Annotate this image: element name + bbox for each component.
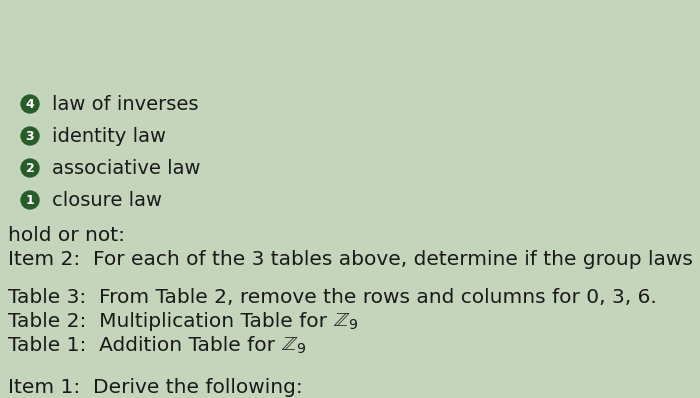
Text: Table 1:  Addition Table for: Table 1: Addition Table for: [8, 336, 281, 355]
Text: identity law: identity law: [52, 127, 166, 146]
Text: 2: 2: [26, 162, 34, 174]
Text: Table 2:  Multiplication Table for: Table 2: Multiplication Table for: [8, 312, 333, 331]
Text: 3: 3: [26, 129, 34, 142]
Text: Item 2:  For each of the 3 tables above, determine if the group laws: Item 2: For each of the 3 tables above, …: [8, 250, 693, 269]
Text: 4: 4: [26, 98, 34, 111]
Text: $\mathbb{Z}_{9}$: $\mathbb{Z}_{9}$: [333, 312, 358, 332]
Text: hold or not:: hold or not:: [8, 226, 125, 245]
Text: Item 1:  Derive the following:: Item 1: Derive the following:: [8, 378, 302, 397]
Text: associative law: associative law: [52, 158, 200, 178]
Text: 1: 1: [26, 193, 34, 207]
Text: closure law: closure law: [52, 191, 162, 209]
Text: law of inverses: law of inverses: [52, 94, 199, 113]
Text: Table 3:  From Table 2, remove the rows and columns for 0, 3, 6.: Table 3: From Table 2, remove the rows a…: [8, 288, 657, 307]
Text: $\mathbb{Z}_{9}$: $\mathbb{Z}_{9}$: [281, 336, 307, 356]
